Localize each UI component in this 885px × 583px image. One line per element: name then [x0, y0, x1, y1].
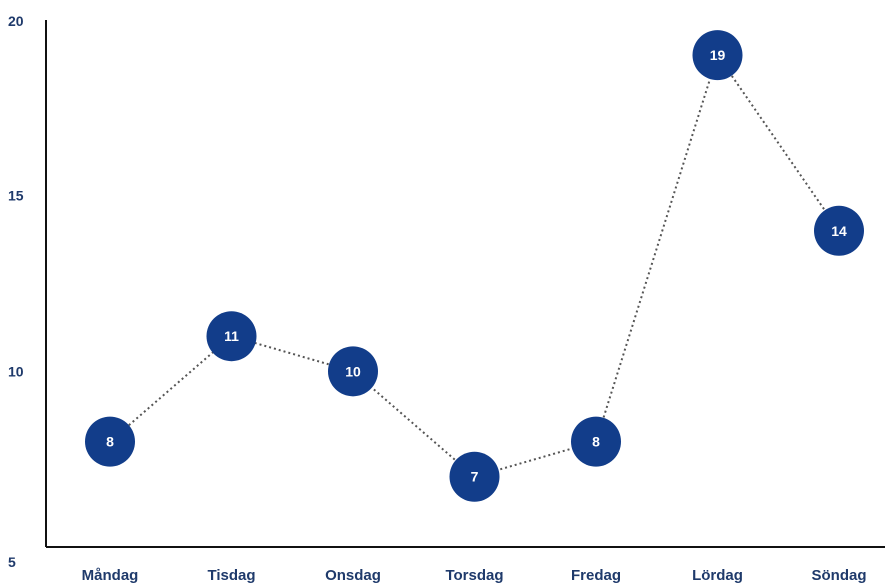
- series: 8 11 10 7 8 19 14: [85, 30, 864, 502]
- data-label: 7: [471, 469, 479, 485]
- y-tick-label: 5: [8, 554, 16, 570]
- data-point: [571, 416, 621, 467]
- x-tick-label: Söndag: [812, 567, 867, 583]
- x-tick-label: Lördag: [692, 567, 743, 583]
- x-tick-label: Tisdag: [207, 567, 255, 583]
- y-tick-label: 10: [8, 363, 24, 379]
- x-tick-label: Torsdag: [445, 567, 503, 583]
- x-tick-label: Fredag: [571, 567, 621, 583]
- data-point: [692, 30, 743, 81]
- y-tick-label: 20: [8, 13, 24, 29]
- data-label: 14: [831, 223, 847, 239]
- axes: [45, 20, 885, 548]
- data-point: [85, 416, 135, 467]
- data-label: 10: [345, 363, 361, 379]
- data-label: 8: [592, 434, 600, 450]
- x-tick-label: Måndag: [82, 567, 139, 583]
- data-point: [328, 346, 378, 397]
- data-label: 11: [224, 328, 239, 344]
- data-point: [449, 451, 500, 502]
- y-axis-ticks: 5 10 15 20: [8, 13, 24, 570]
- series-line: [109, 52, 840, 478]
- data-point: [206, 311, 257, 362]
- data-point: [814, 205, 864, 256]
- y-tick-label: 15: [8, 188, 24, 204]
- data-label: 8: [106, 434, 114, 450]
- data-label: 19: [710, 47, 726, 63]
- x-tick-label: Onsdag: [325, 567, 381, 583]
- x-axis-ticks: Måndag Tisdag Onsdag Torsdag Fredag Lördag Sön…: [82, 567, 867, 583]
